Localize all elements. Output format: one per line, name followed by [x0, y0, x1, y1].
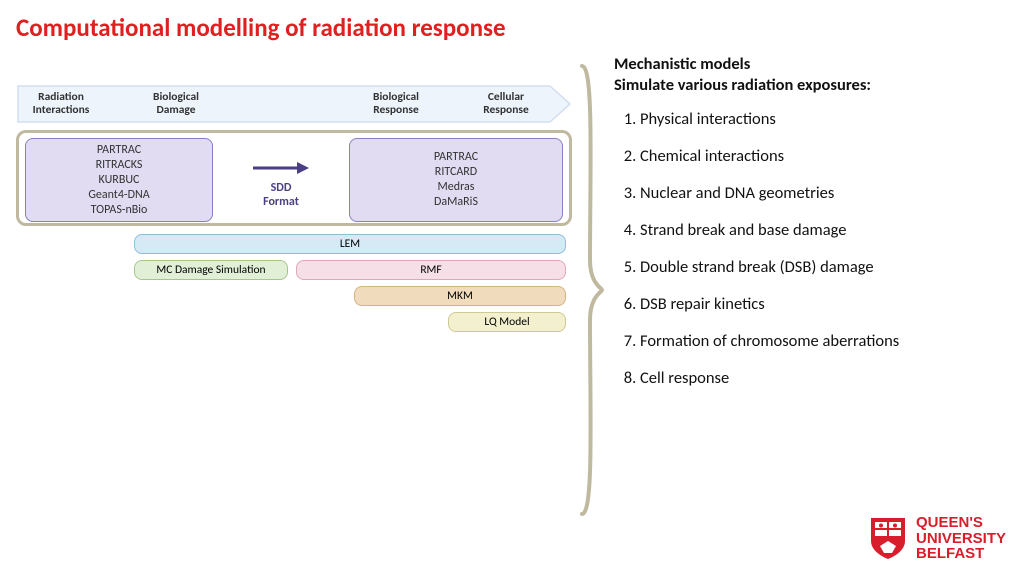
stage-label-1: RadiationInteractions [16, 91, 106, 117]
main-model-group: PARTRAC RITRACKS KURBUC Geant4-DNA TOPAS… [16, 130, 572, 226]
code-item: TOPAS-nBio [91, 203, 148, 218]
logo-text-3: BELFAST [916, 546, 1006, 562]
mechanism-list: Physical interactions Chemical interacti… [614, 109, 1004, 388]
list-item: Double strand break (DSB) damage [640, 257, 1004, 277]
bar-mc: MC Damage Simulation [134, 260, 288, 280]
list-item: DSB repair kinetics [640, 294, 1004, 314]
stage-label-4: CellularResponse [456, 91, 556, 117]
response-codes-box: PARTRAC RITCARD Medras DaMaRiS [349, 138, 563, 222]
code-item: DaMaRiS [434, 195, 478, 210]
list-item: Cell response [640, 368, 1004, 388]
code-item: RITRACKS [96, 158, 143, 173]
logo-text-1: QUEEN'S [916, 515, 1006, 531]
stage-label-2: BiologicalDamage [106, 91, 246, 117]
list-item: Nuclear and DNA geometries [640, 183, 1004, 203]
right-heading-2: Simulate various radiation exposures: [614, 75, 1004, 96]
stage-label-3: BiologicalResponse [336, 91, 456, 117]
bar-mkm: MKM [354, 286, 566, 306]
code-item: Medras [438, 180, 475, 195]
code-item: PARTRAC [434, 150, 478, 165]
bar-rmf: RMF [296, 260, 566, 280]
list-item: Formation of chromosome aberrations [640, 331, 1004, 351]
code-item: KURBUC [99, 173, 140, 188]
brace-icon [576, 60, 604, 520]
code-item: PARTRAC [97, 143, 141, 158]
code-item: RITCARD [435, 165, 477, 180]
code-item: Geant4-DNA [88, 188, 149, 203]
sdd-connector: SDDFormat [223, 161, 339, 210]
shield-icon [868, 515, 908, 561]
arrow-icon [251, 161, 311, 175]
list-item: Strand break and base damage [640, 220, 1004, 240]
damage-codes-box: PARTRAC RITRACKS KURBUC Geant4-DNA TOPAS… [25, 138, 213, 222]
diagram: RadiationInteractions BiologicalDamage B… [16, 84, 576, 344]
bar-lq: LQ Model [448, 312, 566, 332]
slide-title: Computational modelling of radiation res… [0, 0, 1024, 43]
stage-header-band: RadiationInteractions BiologicalDamage B… [16, 84, 572, 124]
bar-lem: LEM [134, 234, 566, 254]
list-item: Chemical interactions [640, 146, 1004, 166]
right-text-column: Mechanistic models Simulate various radi… [614, 54, 1004, 405]
right-heading-1: Mechanistic models [614, 54, 1004, 75]
logo-text-2: UNIVERSITY [916, 531, 1006, 547]
university-logo: QUEEN'S UNIVERSITY BELFAST [868, 515, 1006, 562]
list-item: Physical interactions [640, 109, 1004, 129]
sdd-label-2: Format [263, 195, 299, 209]
sdd-label-1: SDD [271, 181, 292, 195]
